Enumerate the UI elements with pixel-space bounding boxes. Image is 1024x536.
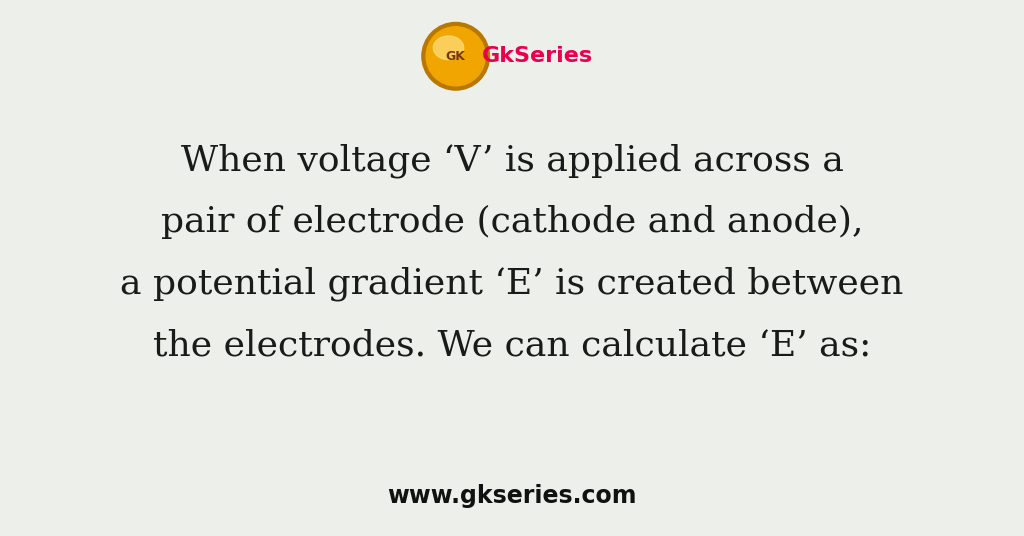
Text: the electrodes. We can calculate ‘E’ as:: the electrodes. We can calculate ‘E’ as: <box>153 329 871 363</box>
Text: GK: GK <box>445 50 466 63</box>
Ellipse shape <box>426 27 485 86</box>
Ellipse shape <box>433 36 464 59</box>
Text: www.gkseries.com: www.gkseries.com <box>387 484 637 508</box>
Text: GkSeries: GkSeries <box>482 46 593 66</box>
Text: When voltage ‘V’ is applied across a: When voltage ‘V’ is applied across a <box>180 144 844 178</box>
Text: a potential gradient ‘E’ is created between: a potential gradient ‘E’ is created betw… <box>120 267 904 301</box>
Text: pair of electrode (cathode and anode),: pair of electrode (cathode and anode), <box>161 205 863 240</box>
Ellipse shape <box>422 23 489 90</box>
